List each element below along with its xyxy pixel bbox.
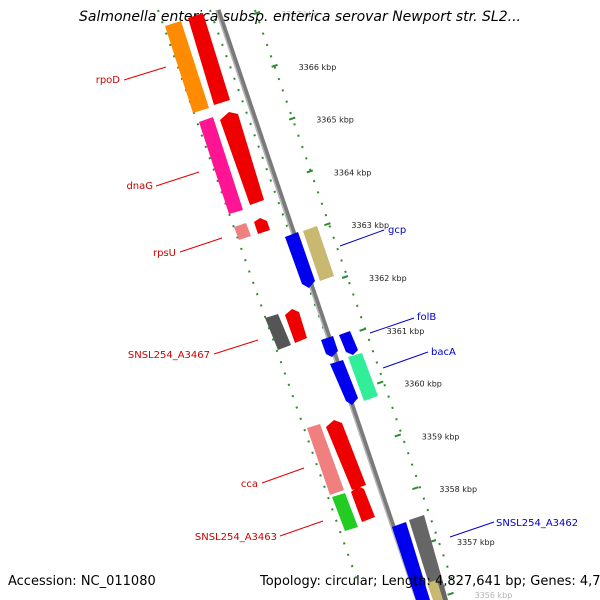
ruler-tick-mark bbox=[394, 433, 402, 438]
gene-label-gcp[interactable]: gcp bbox=[388, 225, 406, 236]
ruler-tick-mark bbox=[324, 222, 331, 227]
ruler-tick-mark bbox=[341, 275, 349, 279]
gene-label-SNSL254_A3467[interactable]: SNSL254_A3467 bbox=[128, 350, 210, 361]
backbone bbox=[215, 9, 421, 600]
ruler-tick-mark bbox=[359, 327, 366, 332]
gene-bar-gcp-a[interactable] bbox=[285, 232, 315, 288]
gene-bar-bacA-b[interactable] bbox=[348, 353, 378, 401]
ruler-tick-label: 3357 kbp bbox=[457, 538, 495, 547]
gene-bar-SNSL254_A3462-a[interactable] bbox=[392, 522, 430, 600]
ruler-tick-mark bbox=[306, 169, 314, 174]
ruler-tick-label: 3360 kbp bbox=[404, 380, 442, 389]
ruler-tick-label: 3366 kbp bbox=[299, 63, 337, 72]
gene-bar-rpsU-b[interactable] bbox=[254, 218, 270, 234]
gene-bar-folB-b[interactable] bbox=[339, 331, 358, 355]
gene-label-rpsU[interactable]: rpsU bbox=[153, 248, 176, 259]
gene-bar-rpsU-a[interactable] bbox=[234, 223, 251, 240]
gene-label-SNSL254_A3462[interactable]: SNSL254_A3462 bbox=[496, 518, 578, 529]
gene-bar-folB-a[interactable] bbox=[321, 336, 338, 357]
ruler-tick-mark bbox=[412, 486, 419, 491]
gene-bar-SNSL254_A3467-b[interactable] bbox=[285, 309, 307, 343]
gene-label-folB[interactable]: folB bbox=[417, 312, 436, 323]
forward-genes bbox=[165, 13, 375, 531]
ruler-tick-mark bbox=[271, 63, 278, 68]
leader-lines bbox=[123, 66, 495, 538]
ruler-tick-mark bbox=[376, 380, 384, 385]
ruler-tick-label: 3361 kbp bbox=[387, 327, 425, 336]
ruler-tick-label: 3365 kbp bbox=[316, 116, 354, 125]
ruler-tick-label: 3367 kbp bbox=[281, 10, 319, 19]
gene-bar-SNSL254_A3463-b[interactable] bbox=[351, 486, 375, 522]
ruler-tick-label: 3358 kbp bbox=[439, 485, 477, 494]
gene-label-SNSL254_A3463[interactable]: SNSL254_A3463 bbox=[195, 532, 277, 543]
ruler-tick-label: 3362 kbp bbox=[369, 274, 407, 283]
ruler-tick-label: 3364 kbp bbox=[334, 168, 372, 177]
gene-bar-rpoD-a[interactable] bbox=[165, 21, 209, 113]
gene-bar-SNSL254_A3463-a[interactable] bbox=[332, 493, 358, 531]
accession-info: Accession: NC_011080 bbox=[8, 574, 156, 589]
ruler-tick-label: 3359 kbp bbox=[422, 432, 460, 441]
ruler-tick-label: 3356 kbp bbox=[475, 591, 513, 600]
ruler-tick-mark bbox=[288, 116, 296, 121]
gene-label-bacA[interactable]: bacA bbox=[431, 347, 456, 358]
gene-bar-cca-b[interactable] bbox=[326, 420, 366, 490]
gene-bar-gcp-b[interactable] bbox=[303, 226, 334, 281]
gene-bar-SNSL254_A3467-a[interactable] bbox=[265, 314, 291, 350]
ruler-ticks: 3367 kbp 3366 kbp 3365 kbp 3364 kbp 3363 kbp… bbox=[253, 10, 513, 600]
gene-labels: rpoD dnaG rpsU SNSL254_A3467 cca SNSL254… bbox=[96, 75, 578, 543]
gene-label-rpoD[interactable]: rpoD bbox=[96, 75, 121, 86]
ruler-tick-label: 3363 kbp bbox=[351, 221, 389, 230]
gene-bar-cca-a[interactable] bbox=[307, 424, 344, 495]
gene-bar-SNSL254_A3462-b[interactable] bbox=[409, 515, 448, 600]
ruler-tick-mark bbox=[447, 591, 454, 596]
ruler-tick-mark bbox=[253, 11, 261, 15]
gene-bar-dnaG-b[interactable] bbox=[220, 112, 264, 205]
genome-summary: Topology: circular; Length: 4,827,641 bp… bbox=[260, 574, 600, 589]
gene-bar-rpoD-b[interactable] bbox=[188, 13, 230, 105]
reverse-genes bbox=[285, 226, 448, 600]
gene-bar-dnaG-a[interactable] bbox=[199, 117, 243, 214]
gene-label-cca[interactable]: cca bbox=[241, 479, 258, 490]
gene-label-dnaG[interactable]: dnaG bbox=[126, 181, 153, 192]
gene-bar-bacA-a[interactable] bbox=[330, 360, 358, 405]
